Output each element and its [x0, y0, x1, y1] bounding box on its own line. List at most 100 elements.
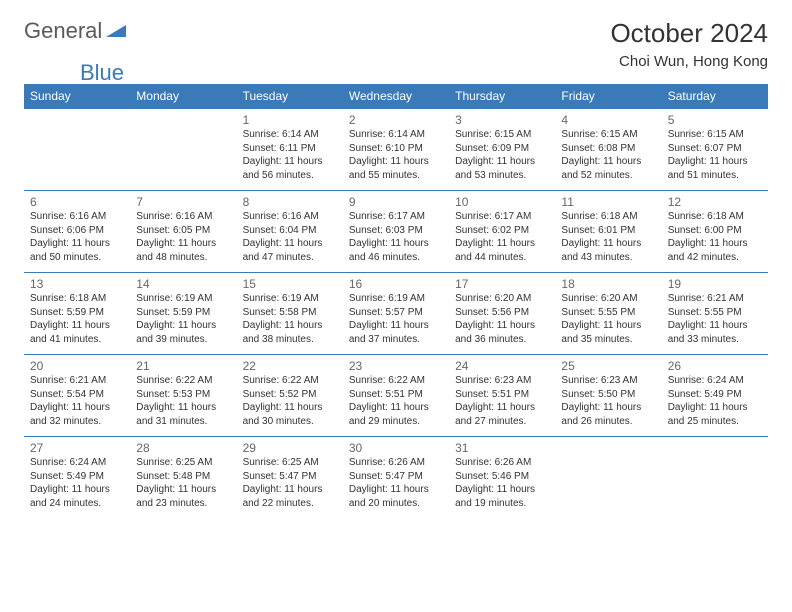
daylight-text: Daylight: 11 hours and 42 minutes.: [668, 237, 762, 264]
sunset-text: Sunset: 5:55 PM: [561, 306, 655, 320]
day-number: 7: [136, 195, 230, 209]
daylight-text: Daylight: 11 hours and 25 minutes.: [668, 401, 762, 428]
day-cell: [555, 437, 661, 519]
sunrise-text: Sunrise: 6:16 AM: [243, 210, 337, 224]
day-info: Sunrise: 6:21 AMSunset: 5:55 PMDaylight:…: [668, 292, 762, 346]
day-number: 9: [349, 195, 443, 209]
header: General October 2024 Choi Wun, Hong Kong: [24, 18, 768, 70]
day-cell: 15Sunrise: 6:19 AMSunset: 5:58 PMDayligh…: [237, 273, 343, 355]
sunrise-text: Sunrise: 6:20 AM: [561, 292, 655, 306]
logo-text-general: General: [24, 18, 102, 44]
day-header-sunday: Sunday: [24, 84, 130, 109]
sunrise-text: Sunrise: 6:19 AM: [136, 292, 230, 306]
sunset-text: Sunset: 5:50 PM: [561, 388, 655, 402]
sunset-text: Sunset: 5:59 PM: [136, 306, 230, 320]
sunrise-text: Sunrise: 6:14 AM: [349, 128, 443, 142]
day-cell: [662, 437, 768, 519]
sunset-text: Sunset: 6:08 PM: [561, 142, 655, 156]
calendar-body: 1Sunrise: 6:14 AMSunset: 6:11 PMDaylight…: [24, 109, 768, 519]
sunrise-text: Sunrise: 6:18 AM: [668, 210, 762, 224]
sunset-text: Sunset: 5:51 PM: [349, 388, 443, 402]
sunrise-text: Sunrise: 6:25 AM: [243, 456, 337, 470]
sunrise-text: Sunrise: 6:23 AM: [561, 374, 655, 388]
day-cell: 20Sunrise: 6:21 AMSunset: 5:54 PMDayligh…: [24, 355, 130, 437]
day-info: Sunrise: 6:24 AMSunset: 5:49 PMDaylight:…: [30, 456, 124, 510]
daylight-text: Daylight: 11 hours and 22 minutes.: [243, 483, 337, 510]
sunrise-text: Sunrise: 6:26 AM: [349, 456, 443, 470]
day-info: Sunrise: 6:21 AMSunset: 5:54 PMDaylight:…: [30, 374, 124, 428]
day-number: 2: [349, 113, 443, 127]
day-cell: 16Sunrise: 6:19 AMSunset: 5:57 PMDayligh…: [343, 273, 449, 355]
day-header-saturday: Saturday: [662, 84, 768, 109]
sunset-text: Sunset: 5:58 PM: [243, 306, 337, 320]
logo-text-blue: Blue: [80, 60, 124, 86]
day-cell: 1Sunrise: 6:14 AMSunset: 6:11 PMDaylight…: [237, 109, 343, 191]
daylight-text: Daylight: 11 hours and 29 minutes.: [349, 401, 443, 428]
sunrise-text: Sunrise: 6:18 AM: [561, 210, 655, 224]
sunset-text: Sunset: 5:54 PM: [30, 388, 124, 402]
day-cell: 29Sunrise: 6:25 AMSunset: 5:47 PMDayligh…: [237, 437, 343, 519]
calendar-table: Sunday Monday Tuesday Wednesday Thursday…: [24, 84, 768, 519]
day-number: 16: [349, 277, 443, 291]
day-info: Sunrise: 6:19 AMSunset: 5:58 PMDaylight:…: [243, 292, 337, 346]
daylight-text: Daylight: 11 hours and 19 minutes.: [455, 483, 549, 510]
sunset-text: Sunset: 6:05 PM: [136, 224, 230, 238]
day-cell: 19Sunrise: 6:21 AMSunset: 5:55 PMDayligh…: [662, 273, 768, 355]
week-row: 1Sunrise: 6:14 AMSunset: 6:11 PMDaylight…: [24, 109, 768, 191]
day-cell: 6Sunrise: 6:16 AMSunset: 6:06 PMDaylight…: [24, 191, 130, 273]
daylight-text: Daylight: 11 hours and 39 minutes.: [136, 319, 230, 346]
sunset-text: Sunset: 6:02 PM: [455, 224, 549, 238]
sunset-text: Sunset: 5:47 PM: [349, 470, 443, 484]
day-info: Sunrise: 6:16 AMSunset: 6:04 PMDaylight:…: [243, 210, 337, 264]
sunrise-text: Sunrise: 6:22 AM: [349, 374, 443, 388]
day-number: 1: [243, 113, 337, 127]
day-info: Sunrise: 6:24 AMSunset: 5:49 PMDaylight:…: [668, 374, 762, 428]
sunset-text: Sunset: 6:00 PM: [668, 224, 762, 238]
sunrise-text: Sunrise: 6:21 AM: [668, 292, 762, 306]
sunrise-text: Sunrise: 6:24 AM: [668, 374, 762, 388]
week-row: 6Sunrise: 6:16 AMSunset: 6:06 PMDaylight…: [24, 191, 768, 273]
week-row: 20Sunrise: 6:21 AMSunset: 5:54 PMDayligh…: [24, 355, 768, 437]
day-info: Sunrise: 6:14 AMSunset: 6:10 PMDaylight:…: [349, 128, 443, 182]
day-number: 19: [668, 277, 762, 291]
day-info: Sunrise: 6:25 AMSunset: 5:47 PMDaylight:…: [243, 456, 337, 510]
sunrise-text: Sunrise: 6:17 AM: [455, 210, 549, 224]
day-cell: 27Sunrise: 6:24 AMSunset: 5:49 PMDayligh…: [24, 437, 130, 519]
daylight-text: Daylight: 11 hours and 26 minutes.: [561, 401, 655, 428]
sunset-text: Sunset: 5:57 PM: [349, 306, 443, 320]
day-info: Sunrise: 6:22 AMSunset: 5:51 PMDaylight:…: [349, 374, 443, 428]
location: Choi Wun, Hong Kong: [610, 53, 768, 70]
daylight-text: Daylight: 11 hours and 51 minutes.: [668, 155, 762, 182]
day-number: 15: [243, 277, 337, 291]
day-info: Sunrise: 6:16 AMSunset: 6:06 PMDaylight:…: [30, 210, 124, 264]
day-header-thursday: Thursday: [449, 84, 555, 109]
day-cell: 8Sunrise: 6:16 AMSunset: 6:04 PMDaylight…: [237, 191, 343, 273]
daylight-text: Daylight: 11 hours and 55 minutes.: [349, 155, 443, 182]
sunrise-text: Sunrise: 6:16 AM: [136, 210, 230, 224]
day-number: 11: [561, 195, 655, 209]
sunrise-text: Sunrise: 6:23 AM: [455, 374, 549, 388]
day-cell: 11Sunrise: 6:18 AMSunset: 6:01 PMDayligh…: [555, 191, 661, 273]
daylight-text: Daylight: 11 hours and 50 minutes.: [30, 237, 124, 264]
sunset-text: Sunset: 6:01 PM: [561, 224, 655, 238]
sunrise-text: Sunrise: 6:26 AM: [455, 456, 549, 470]
day-cell: [130, 109, 236, 191]
day-number: 10: [455, 195, 549, 209]
sunrise-text: Sunrise: 6:14 AM: [243, 128, 337, 142]
daylight-text: Daylight: 11 hours and 31 minutes.: [136, 401, 230, 428]
day-info: Sunrise: 6:18 AMSunset: 5:59 PMDaylight:…: [30, 292, 124, 346]
daylight-text: Daylight: 11 hours and 46 minutes.: [349, 237, 443, 264]
daylight-text: Daylight: 11 hours and 47 minutes.: [243, 237, 337, 264]
sunset-text: Sunset: 6:10 PM: [349, 142, 443, 156]
day-number: 26: [668, 359, 762, 373]
day-number: 22: [243, 359, 337, 373]
sunrise-text: Sunrise: 6:15 AM: [668, 128, 762, 142]
day-info: Sunrise: 6:18 AMSunset: 6:00 PMDaylight:…: [668, 210, 762, 264]
day-info: Sunrise: 6:20 AMSunset: 5:55 PMDaylight:…: [561, 292, 655, 346]
sunset-text: Sunset: 5:51 PM: [455, 388, 549, 402]
week-row: 27Sunrise: 6:24 AMSunset: 5:49 PMDayligh…: [24, 437, 768, 519]
day-number: 14: [136, 277, 230, 291]
day-number: 31: [455, 441, 549, 455]
day-number: 23: [349, 359, 443, 373]
sunrise-text: Sunrise: 6:20 AM: [455, 292, 549, 306]
